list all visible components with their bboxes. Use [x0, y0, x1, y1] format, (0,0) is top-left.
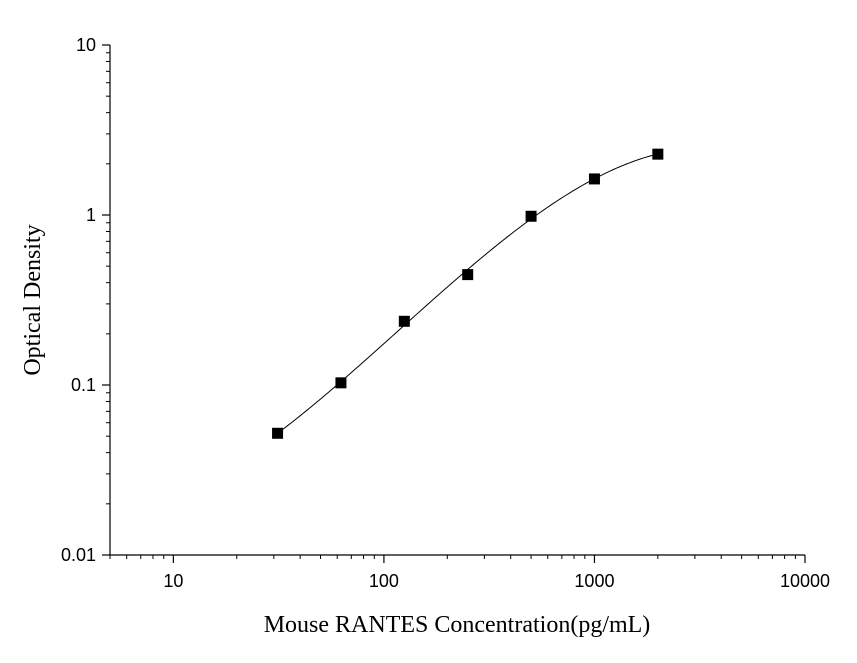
fit-curve	[277, 153, 658, 434]
fit-curve-group	[277, 153, 658, 434]
x-tick-label: 1000	[574, 571, 614, 591]
axes: 10 100 1000 10000 0.01 0.1 1 10	[61, 35, 830, 591]
y-tick-label: 1	[86, 205, 96, 225]
data-point	[588, 173, 600, 185]
x-tick-label: 10	[163, 571, 183, 591]
y-axis-title: Optical Density	[20, 224, 46, 375]
y-tick-label: 0.1	[71, 375, 96, 395]
data-point	[652, 148, 664, 160]
data-point	[525, 210, 537, 222]
x-tick-label: 10000	[780, 571, 830, 591]
data-points	[272, 148, 664, 439]
y-tick-label: 10	[76, 35, 96, 55]
data-point	[335, 377, 347, 389]
data-point	[398, 315, 410, 327]
x-tick-label: 100	[369, 571, 399, 591]
data-point	[272, 427, 284, 439]
x-axis-title: Mouse RANTES Concentration(pg/mL)	[264, 612, 651, 638]
y-tick-label: 0.01	[61, 545, 96, 565]
data-point	[462, 269, 474, 281]
